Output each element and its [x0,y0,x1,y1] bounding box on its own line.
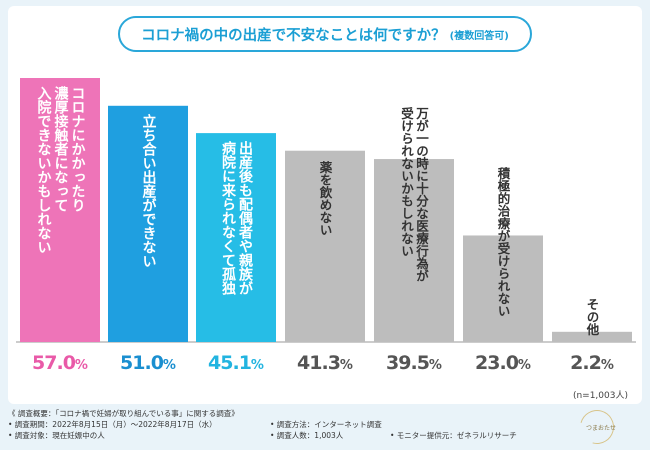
bar-5 [374,159,454,342]
category-label-1: コロナにかかったり 濃厚接触者になって 入院できないかもしれない [35,86,86,254]
bar-7 [552,331,632,342]
footer-target: • 調査対象：現在妊娠中の人 [8,431,105,440]
value-unit-6: % [517,358,531,373]
footer-provider: • モニター提供元：ゼネラルリサーチ [390,431,517,440]
value-unit-7: % [600,358,614,373]
value-label-2: 51.0% [108,352,188,374]
value-number-7: 2.2 [570,352,602,374]
value-unit-5: % [428,358,442,373]
value-label-6: 23.0% [463,352,543,374]
value-label-3: 45.1% [196,352,276,374]
value-number-3: 45.1 [208,352,252,374]
value-number-5: 39.5 [386,352,430,374]
chart-title-main: コロナ禍の中の出産で不安なことは何ですか？ [141,27,446,44]
survey-footer: 《 調査概要：「コロナ禍で妊婦が取り組んでいる事」に関する調査》 • 調査期間：… [0,406,650,450]
sample-size: (n=1,003人) [572,391,628,401]
value-label-4: 41.3% [285,352,365,374]
bar-6 [463,235,543,342]
value-number-2: 51.0 [120,352,164,374]
value-label-5: 39.5% [374,352,454,374]
chart-title-sub: (複数回答可) [449,30,509,42]
bar-3 [196,133,276,342]
category-label-4: 薬を飲めない [317,160,333,236]
chart-title: コロナ禍の中の出産で不安なことは何ですか？ (複数回答可) [118,16,532,52]
value-label-1: 57.0% [20,352,100,374]
footer-summary: 《 調査概要：「コロナ禍で妊婦が取り組んでいる事」に関する調査》 [8,409,239,418]
value-unit-2: % [162,358,176,373]
category-label-2: 立ち合い出産ができない [140,113,157,268]
category-label-5: 万が一の時に十分な医療行為が 受けられないかもしれない [399,107,429,283]
value-number-4: 41.3 [297,352,341,374]
value-unit-4: % [339,358,353,373]
category-label-7: その他 [584,297,600,336]
brand-logo-text: つまおたせ [586,425,617,432]
footer-method: • 調査方法：インターネット調査 [270,420,382,429]
bar-4 [285,150,365,342]
bar-1 [20,78,100,342]
footer-period: • 調査期間：2022年8月15日（月）～2022年8月17日（水） [8,420,217,429]
category-label-6: 積極的治療が受けられない [495,167,511,318]
value-number-6: 23.0 [475,352,519,374]
value-unit-3: % [250,358,264,373]
bar-2 [108,105,188,342]
value-unit-1: % [74,358,88,373]
category-label-3: 出産後も配偶者や親族が 病院に来られなくて孤独 [220,141,253,296]
footer-count: • 調査人数：1,003人 [270,431,344,440]
value-label-7: 2.2% [552,352,632,374]
value-number-1: 57.0 [32,352,76,374]
